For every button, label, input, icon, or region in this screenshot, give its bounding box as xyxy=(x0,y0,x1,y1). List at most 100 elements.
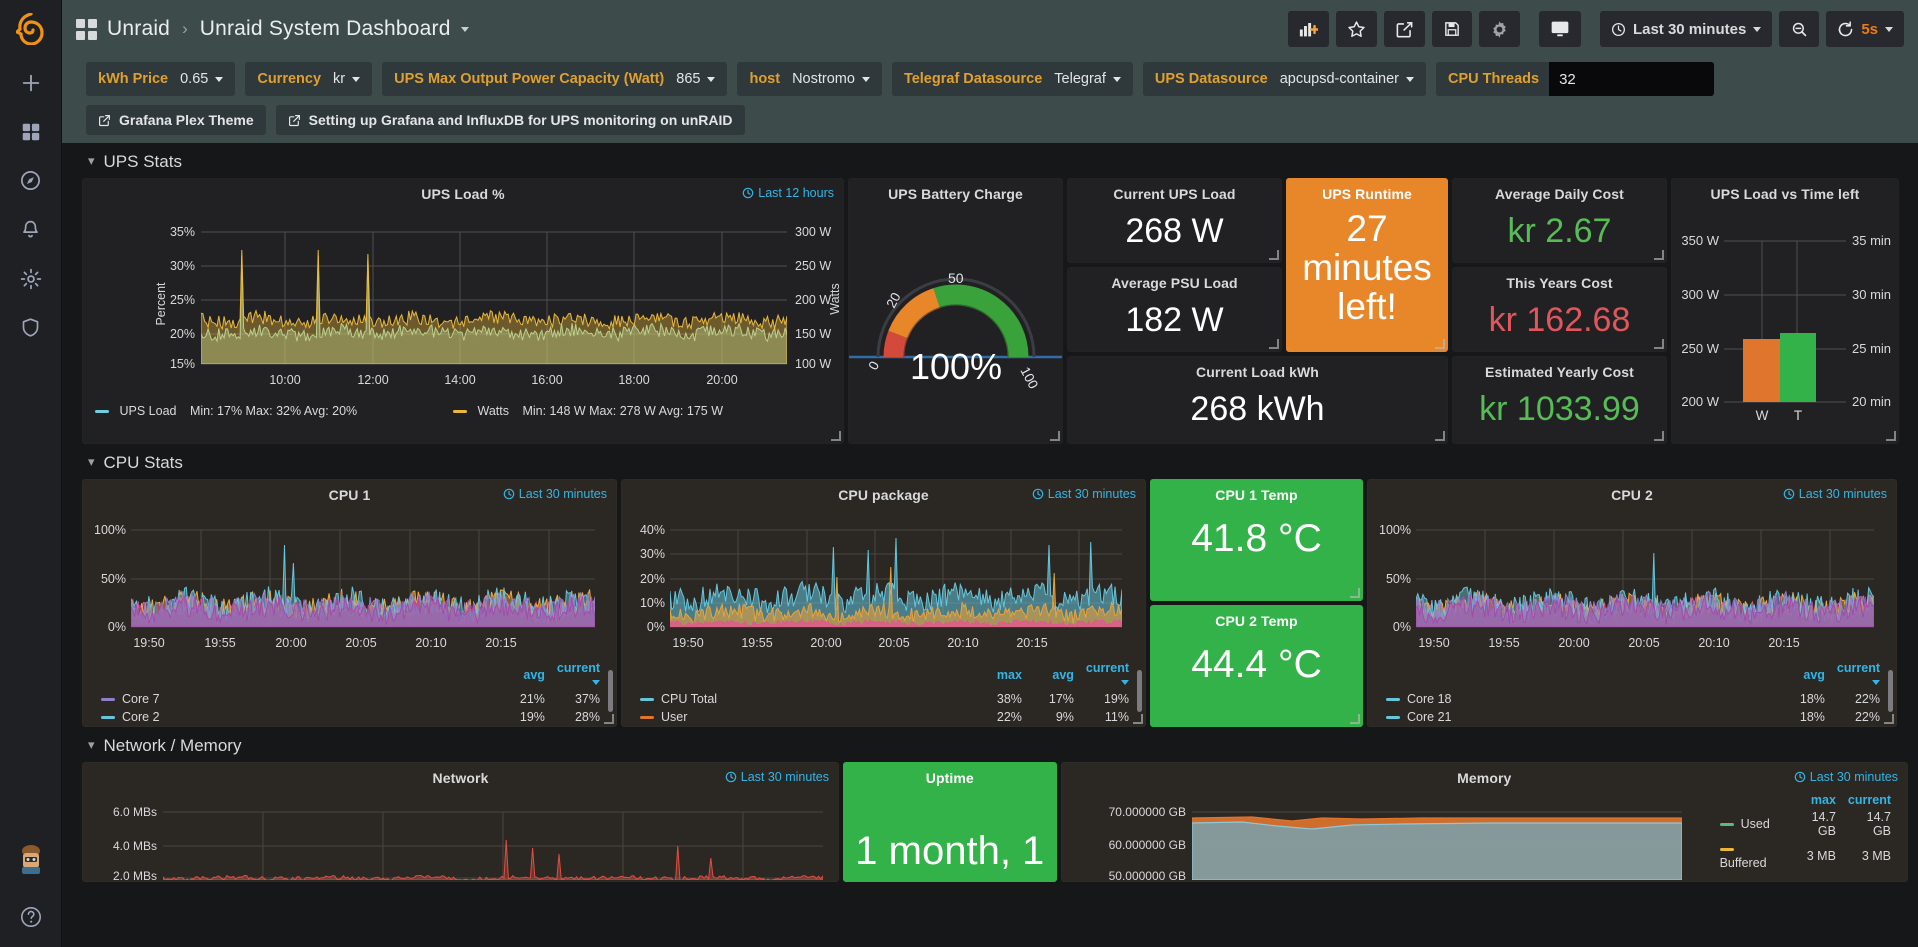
chevron-down-icon[interactable] xyxy=(1112,76,1121,82)
dashboard-link-grafana-plex-theme[interactable]: Grafana Plex Theme xyxy=(86,105,266,135)
chevron-down-icon[interactable] xyxy=(215,76,224,82)
panel-average-daily-cost[interactable]: Average Daily Cost kr 2.67 xyxy=(1452,178,1667,263)
panel-resize-handle[interactable] xyxy=(1654,339,1664,349)
panel-estimated-yearly-cost[interactable]: Estimated Yearly Cost kr 1033.99 xyxy=(1452,356,1667,444)
panel-cpu-2-temp[interactable]: CPU 2 Temp 44.4 °C xyxy=(1150,605,1363,727)
row-header-ups-stats[interactable]: ▾ UPS Stats xyxy=(62,143,1918,178)
variable-ups-max-output-power-capacity[interactable]: UPS Max Output Power Capacity (Watt) 865 xyxy=(382,62,728,96)
legend-col-avg[interactable]: avg xyxy=(523,668,545,682)
panel-cpu-1-temp[interactable]: CPU 1 Temp 41.8 °C xyxy=(1150,479,1363,601)
legend-col-current[interactable]: current xyxy=(1847,793,1891,807)
cpu-threads-input[interactable] xyxy=(1549,62,1715,96)
panel-resize-handle[interactable] xyxy=(1435,339,1445,349)
panel-cpu-1[interactable]: CPU 1 Last 30 minutes 100% 50% xyxy=(82,479,617,727)
variable-cpu-threads[interactable]: CPU Threads xyxy=(1436,62,1715,96)
panel-resize-handle[interactable] xyxy=(1654,250,1664,260)
sidebar-item-explore[interactable] xyxy=(0,156,62,205)
sidebar-item-help[interactable] xyxy=(0,887,62,947)
legend-col-current[interactable]: current xyxy=(1080,660,1135,690)
legend-item-ups-load[interactable]: UPS Load Min: 17% Max: 32% Avg: 20% xyxy=(95,404,357,418)
variable-value[interactable]: 0.65 xyxy=(178,71,235,87)
share-dashboard-button[interactable] xyxy=(1383,11,1425,47)
panel-resize-handle[interactable] xyxy=(1654,431,1664,441)
sidebar-item-configuration[interactable] xyxy=(0,254,62,303)
legend-item-watts[interactable]: Watts Min: 148 W Max: 278 W Avg: 175 W xyxy=(453,404,723,418)
tv-kiosk-button[interactable] xyxy=(1538,11,1581,47)
panel-this-years-cost[interactable]: This Years Cost kr 162.68 xyxy=(1452,267,1667,352)
zoom-out-time-button[interactable] xyxy=(1779,11,1820,47)
variable-telegraf-datasource[interactable]: Telegraf Datasource Telegraf xyxy=(891,62,1133,96)
variable-value[interactable]: Telegraf xyxy=(1052,71,1133,87)
panel-resize-handle[interactable] xyxy=(831,431,841,441)
panel-resize-handle[interactable] xyxy=(1269,250,1279,260)
refresh-picker[interactable]: 5s xyxy=(1826,11,1904,47)
panel-resize-handle[interactable] xyxy=(1050,431,1060,441)
panel-ups-load-vs-time-left[interactable]: UPS Load vs Time left 350 W 300 W 250 W … xyxy=(1671,178,1899,444)
panel-memory[interactable]: Memory Last 30 minutes 70.000000 GB 60.0… xyxy=(1060,762,1908,882)
grafana-logo-icon[interactable] xyxy=(0,0,62,58)
variable-value[interactable]: 865 xyxy=(674,71,727,87)
chevron-down-icon[interactable] xyxy=(707,76,716,82)
chevron-down-icon[interactable] xyxy=(1406,76,1415,82)
panel-resize-handle[interactable] xyxy=(1350,588,1360,598)
variable-host[interactable]: host Nostromo xyxy=(737,62,882,96)
panel-resize-handle[interactable] xyxy=(1884,714,1894,724)
panel-current-load-kwh[interactable]: Current Load kWh 268 kWh xyxy=(1067,356,1448,444)
variable-value[interactable]: apcupsd-container xyxy=(1278,71,1426,87)
panel-ups-load-percent[interactable]: UPS Load % Last 12 hours xyxy=(82,178,844,444)
dashboard-picker-chevron-icon[interactable] xyxy=(460,26,469,32)
sidebar-item-dashboards[interactable] xyxy=(0,107,62,156)
legend-swatch xyxy=(95,410,109,414)
chevron-down-icon[interactable]: ▾ xyxy=(88,454,95,469)
panel-average-psu-load[interactable]: Average PSU Load 182 W xyxy=(1067,267,1282,352)
dashboard-settings-button[interactable] xyxy=(1478,11,1520,47)
legend-scrollbar[interactable] xyxy=(1137,670,1142,712)
panel-current-ups-load[interactable]: Current UPS Load 268 W xyxy=(1067,178,1282,263)
panel-resize-handle[interactable] xyxy=(604,714,614,724)
variable-value[interactable]: Nostromo xyxy=(790,71,882,87)
legend-scrollbar[interactable] xyxy=(1888,670,1893,712)
panel-resize-handle[interactable] xyxy=(1350,714,1360,724)
panel-resize-handle[interactable] xyxy=(1269,339,1279,349)
panel-legend: max avg current CPU Total 38% 17% 19% Us… xyxy=(622,658,1145,726)
panel-resize-handle[interactable] xyxy=(1435,431,1445,441)
variable-ups-datasource[interactable]: UPS Datasource apcupsd-container xyxy=(1142,62,1427,96)
add-panel-button[interactable] xyxy=(1287,11,1329,47)
dashboard-link-ups-monitoring-guide[interactable]: Setting up Grafana and InfluxDB for UPS … xyxy=(275,105,745,135)
mark-favorite-button[interactable] xyxy=(1335,11,1377,47)
chevron-down-icon[interactable]: ▾ xyxy=(88,153,95,168)
chevron-down-icon[interactable]: ▾ xyxy=(88,737,95,752)
breadcrumb-folder[interactable]: Unraid xyxy=(107,17,171,40)
legend-col-current[interactable]: current xyxy=(551,660,606,690)
panel-cpu-2[interactable]: CPU 2 Last 30 minutes 100% 50% xyxy=(1367,479,1897,727)
panel-resize-handle[interactable] xyxy=(1133,714,1143,724)
legend-col-max[interactable]: max xyxy=(996,668,1022,682)
panel-uptime[interactable]: Uptime 1 month, 1 xyxy=(843,762,1057,882)
chevron-down-icon[interactable] xyxy=(861,76,870,82)
chevron-down-icon[interactable] xyxy=(352,76,361,82)
legend-col-avg[interactable]: avg xyxy=(1803,668,1825,682)
sidebar-item-server-admin[interactable] xyxy=(0,303,62,352)
time-range-chevron-icon[interactable] xyxy=(1753,26,1762,32)
page-title[interactable]: Unraid System Dashboard xyxy=(199,17,451,40)
legend-col-avg[interactable]: avg xyxy=(1052,668,1074,682)
row-header-network-memory[interactable]: ▾ Network / Memory xyxy=(62,727,1918,762)
sidebar-item-alerting[interactable] xyxy=(0,205,62,254)
row-header-cpu-stats[interactable]: ▾ CPU Stats xyxy=(62,444,1918,479)
time-range-picker[interactable]: Last 30 minutes xyxy=(1599,11,1773,47)
legend-scrollbar[interactable] xyxy=(608,670,613,712)
variable-currency[interactable]: Currency kr xyxy=(245,62,373,96)
panel-ups-battery-charge[interactable]: UPS Battery Charge 0 20 50 100 100% xyxy=(848,178,1063,444)
panel-resize-handle[interactable] xyxy=(1886,431,1896,441)
sidebar-item-user-profile[interactable] xyxy=(0,831,62,887)
panel-cpu-package[interactable]: CPU package Last 30 minutes xyxy=(621,479,1146,727)
refresh-interval-chevron-icon[interactable] xyxy=(1885,26,1893,32)
save-dashboard-button[interactable] xyxy=(1431,11,1472,47)
variable-value[interactable]: kr xyxy=(331,71,372,87)
legend-col-max[interactable]: max xyxy=(1810,793,1836,807)
variable-kwh-price[interactable]: kWh Price 0.65 xyxy=(86,62,236,96)
legend-col-current[interactable]: current xyxy=(1831,660,1886,690)
panel-network[interactable]: Network Last 30 minutes 6.0 MBs 4.0 MBs xyxy=(82,762,839,882)
sidebar-item-create[interactable] xyxy=(0,58,62,107)
panel-ups-runtime[interactable]: UPS Runtime 27 minutes left! xyxy=(1286,178,1448,352)
